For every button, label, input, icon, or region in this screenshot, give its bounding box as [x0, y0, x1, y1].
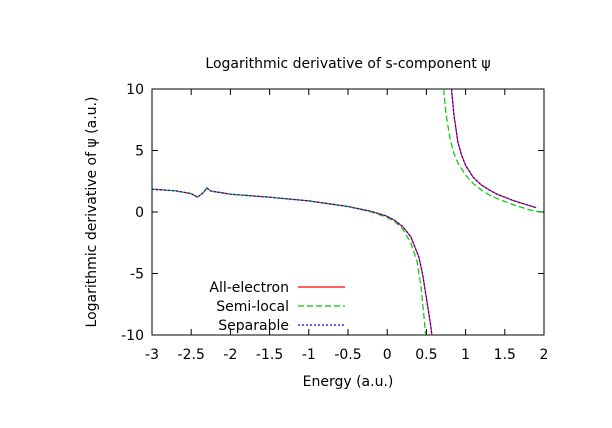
x-tick-label: 0.5 — [415, 347, 437, 363]
x-tick-label: 1.5 — [494, 347, 516, 363]
legend-label: All-electron — [209, 280, 289, 296]
series-line-all-electron-1 — [450, 88, 537, 209]
x-tick-label: -2 — [223, 347, 237, 363]
y-axis-label: Logarithmic derivative of ψ (a.u.) — [84, 97, 100, 328]
x-tick-label: 0 — [383, 347, 392, 363]
x-tick-label: -3 — [145, 347, 159, 363]
x-tick-label: -0.5 — [334, 347, 361, 363]
plot-frame — [151, 88, 545, 336]
series-line-separable-1 — [450, 88, 537, 209]
x-tick-label: -2.5 — [178, 347, 205, 363]
y-tick-label: -10 — [121, 328, 144, 344]
x-tick-label: -1.5 — [256, 347, 283, 363]
x-tick-label: 1 — [461, 347, 470, 363]
y-tick-label: 0 — [135, 205, 144, 221]
legend-label: Semi-local — [216, 299, 289, 315]
axis-ticks: -3 -2.5 -2 -1.5 -1 -0.5 0 0.5 1 1.5 2 10 5 0 -5 -10 — [121, 82, 548, 363]
series-line-all-electron-0 — [151, 187, 433, 336]
x-tick-label: 2 — [540, 347, 549, 363]
y-tick-label: 5 — [135, 144, 144, 160]
series-line-separable-0 — [151, 187, 433, 336]
legend-label: Separable — [218, 318, 289, 334]
y-tick-label: 10 — [126, 82, 144, 98]
legend: All-electron Semi-local Separable — [209, 280, 345, 334]
x-tick-label: -1 — [302, 347, 316, 363]
x-axis-label: Energy (a.u.) — [303, 374, 394, 390]
series-layer — [151, 88, 545, 336]
chart-title: Logarithmic derivative of s-component ψ — [205, 56, 490, 72]
y-tick-label: -5 — [130, 267, 144, 283]
plot-border — [151, 88, 545, 336]
series-line-semi-local-1 — [443, 88, 545, 213]
